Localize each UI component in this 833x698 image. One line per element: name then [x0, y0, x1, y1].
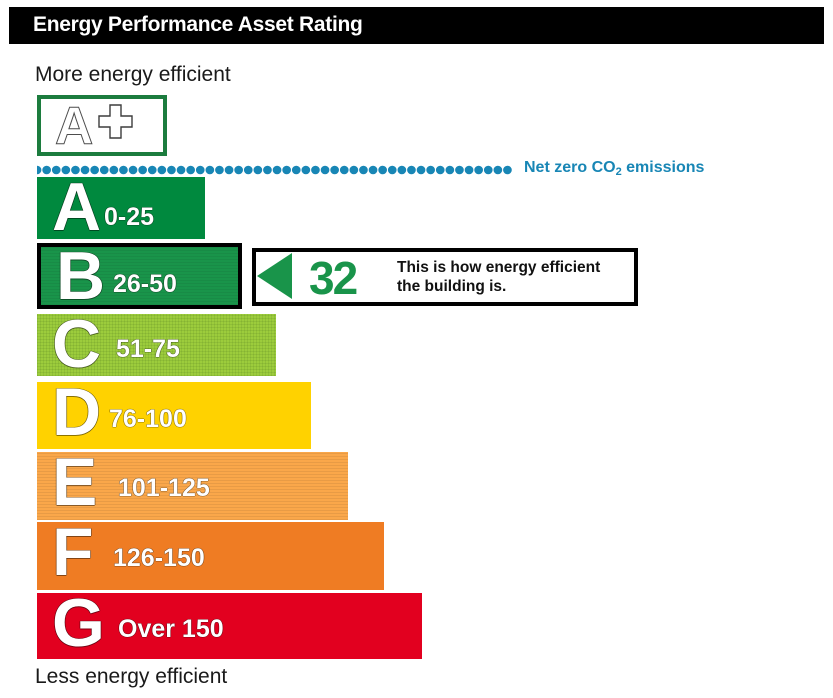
svg-text:A: A	[55, 97, 93, 156]
